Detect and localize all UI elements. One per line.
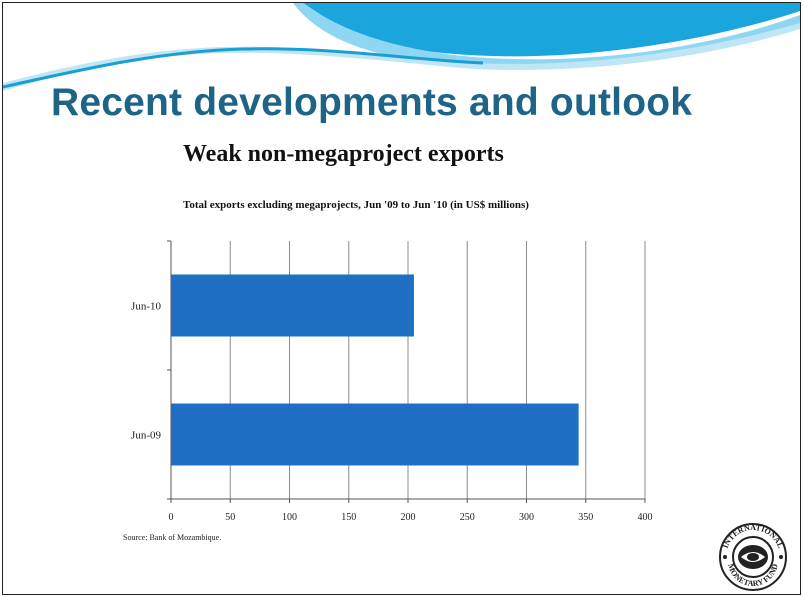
source-note: Source: Bank of Mozambique. xyxy=(123,533,222,542)
x-tick-label: 100 xyxy=(282,512,297,523)
x-tick-label: 400 xyxy=(638,512,653,523)
chart-title: Total exports excluding megaprojects, Ju… xyxy=(183,199,529,211)
x-tick-label: 350 xyxy=(578,512,593,523)
x-tick-label: 300 xyxy=(519,512,534,523)
category-label: Jun-09 xyxy=(131,430,161,442)
slide-subtitle: Weak non-megaproject exports xyxy=(183,141,504,167)
bar-chart: Jun-10 Jun-09 0 50 100 150 200 250 300 350 400 xyxy=(131,240,653,523)
bar-jun-09 xyxy=(171,403,579,466)
imf-seal-icon: INTERNATIONAL MONETARY FUND xyxy=(719,523,787,591)
x-tick-label: 200 xyxy=(401,512,416,523)
x-tick-label: 0 xyxy=(169,512,174,523)
x-tick-label: 150 xyxy=(341,512,356,523)
x-tick-label: 250 xyxy=(460,512,475,523)
category-label: Jun-10 xyxy=(131,301,161,313)
bar-jun-10 xyxy=(171,274,414,337)
decorative-wave-banner xyxy=(3,3,800,91)
x-tick-label: 50 xyxy=(225,512,235,523)
slide-title: Recent developments and outlook xyxy=(51,81,693,124)
